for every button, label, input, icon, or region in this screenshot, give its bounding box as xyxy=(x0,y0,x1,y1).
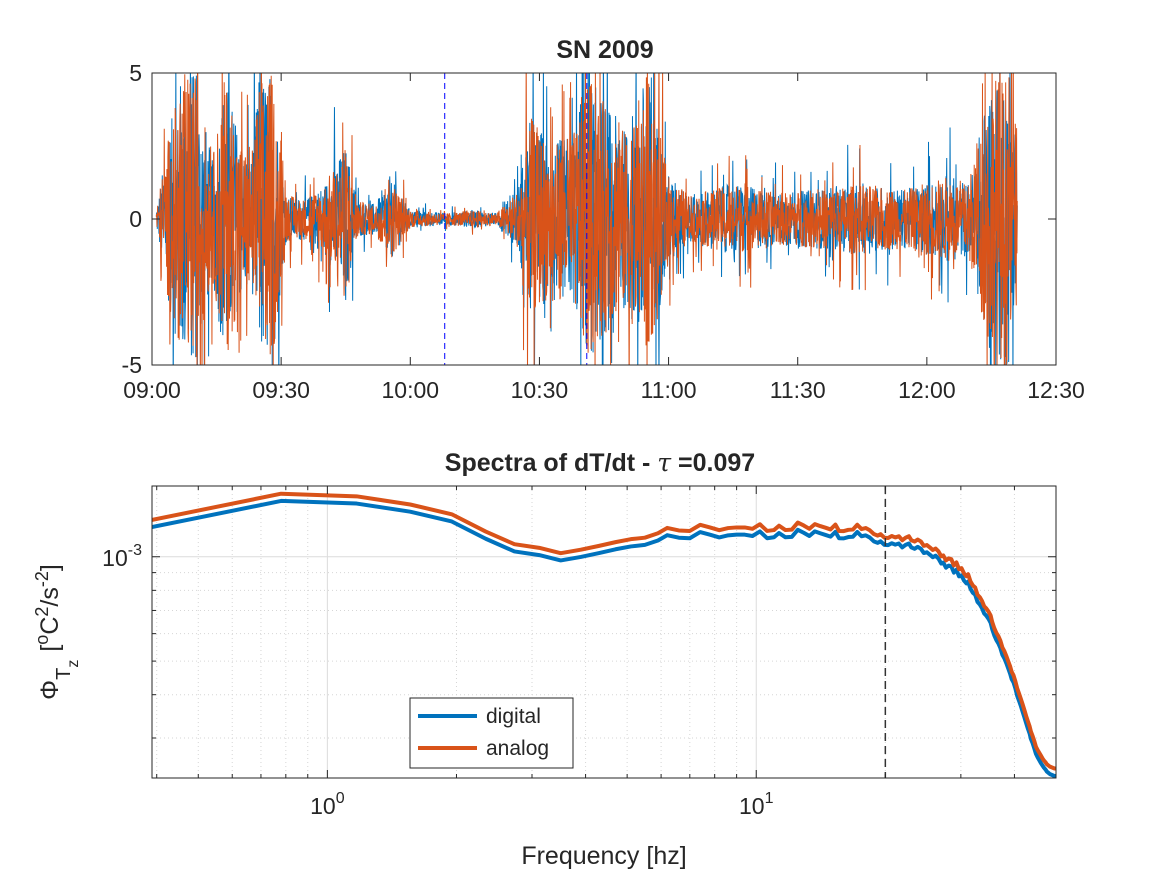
spectra-title: Spectra of dT/dt - τ =0.097 xyxy=(445,448,755,477)
spectra-title-prefix: Spectra of dT/dt - xyxy=(445,449,658,477)
spectrum-line-digital xyxy=(152,498,1056,778)
time-series-x-tick-label: 09:00 xyxy=(123,377,181,403)
ylabel-open-bracket: [ xyxy=(36,645,64,652)
time-series-x-tick-label: 12:00 xyxy=(898,377,956,403)
spectra-y-axis-label: ΦTz [oC2/s-2] xyxy=(32,564,82,700)
time-series-panel: SN 2009 09:00 09:30 10:00 10:30 11:00 11:30 12… xyxy=(122,36,1085,403)
legend-label-analog: analog xyxy=(486,737,549,760)
spectrum-line-analog xyxy=(152,491,1056,771)
time-series-ticks: 09:00 09:30 10:00 10:30 11:00 11:30 12:00 12:30… xyxy=(122,60,1085,403)
ylabel-C: C xyxy=(36,617,64,635)
ylabel-close-bracket: ] xyxy=(36,564,64,571)
time-series-x-tick-label: 11:00 xyxy=(641,377,697,403)
spectra-x-tick-label: 100 xyxy=(310,790,345,819)
time-series-x-tick-label: 09:30 xyxy=(252,377,310,403)
legend-label-digital: digital xyxy=(486,705,541,728)
ylabel-o: o xyxy=(32,635,52,645)
time-series-plot-area xyxy=(155,73,1018,365)
spectra-x-axis-label: Frequency [hz] xyxy=(521,842,686,870)
ylabel-T: T xyxy=(53,668,75,680)
ylabel-phi: Φ xyxy=(36,680,64,700)
time-series-y-tick-label: -5 xyxy=(122,352,142,378)
spectra-title-suffix: =0.097 xyxy=(671,449,755,477)
time-series-y-tick-label: 0 xyxy=(129,206,142,232)
tau-symbol: τ xyxy=(657,448,672,477)
time-series-y-tick-label: 5 xyxy=(129,60,142,86)
ylabel-neg2: -2 xyxy=(32,571,52,587)
time-series-x-tick-label: 10:00 xyxy=(382,377,440,403)
spectra-axes-box xyxy=(151,485,1057,779)
time-series-x-tick-label: 12:30 xyxy=(1027,377,1085,403)
time-series-title: SN 2009 xyxy=(556,36,653,64)
svg-text:ΦTz[oC2/s-2]: ΦTz [oC2/s-2] xyxy=(32,564,82,700)
legend-box xyxy=(409,697,574,769)
spectra-x-tick-label: 101 xyxy=(739,790,774,819)
spectra-ticks: 100 101 10-3 xyxy=(102,486,1057,819)
spectra-plot-area xyxy=(152,486,1056,778)
ylabel-sq: 2 xyxy=(32,607,52,617)
ylabel-z: z xyxy=(65,660,82,668)
legend: digital analog xyxy=(409,697,574,769)
spectra-y-tick-label: 10-3 xyxy=(102,542,142,571)
spectra-panel: Spectra of dT/dt - τ =0.097 100 101 10-3 F… xyxy=(32,448,1057,870)
time-series-x-tick-label: 11:30 xyxy=(770,377,826,403)
ylabel-s: /s xyxy=(36,587,64,606)
time-series-x-tick-label: 10:30 xyxy=(511,377,569,403)
spectra-grid xyxy=(152,486,1057,778)
